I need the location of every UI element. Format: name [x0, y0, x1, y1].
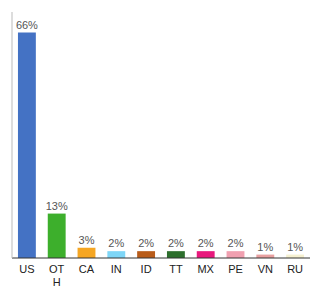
bar: [78, 248, 96, 258]
data-label: 2%: [138, 237, 154, 249]
data-label: 2%: [228, 237, 244, 249]
bar: [137, 251, 155, 258]
bar: [167, 251, 185, 258]
x-tick-label: PE: [228, 263, 243, 275]
x-axis-line: [12, 258, 310, 259]
bar: [197, 251, 215, 258]
x-tick-label: CA: [79, 263, 95, 275]
bar: [256, 255, 274, 258]
x-tick-label: RU: [287, 263, 303, 275]
x-tick-label: IN: [111, 263, 122, 275]
data-label: 1%: [287, 241, 303, 253]
bar: [48, 214, 66, 258]
data-label: 1%: [257, 241, 273, 253]
data-label: 66%: [16, 19, 38, 31]
y-axis-line: [12, 12, 13, 258]
data-label: 2%: [168, 237, 184, 249]
x-tick-label: TT: [169, 263, 183, 275]
x-tick-label: MX: [197, 263, 214, 275]
bar: [286, 255, 304, 258]
bar: [18, 33, 36, 259]
bar: [227, 251, 245, 258]
chart: 66% 13% 3% 2% 2% 2% 2% 2% 1% 1% US OTH CA IN ID TT MX PE V…: [0, 0, 320, 300]
bar: [107, 251, 125, 258]
bars: [18, 33, 304, 259]
x-tick-label: VN: [258, 263, 273, 275]
data-label: 2%: [198, 237, 214, 249]
data-label: 2%: [108, 237, 124, 249]
data-label: 13%: [46, 200, 68, 212]
x-tick-label: ID: [141, 263, 152, 275]
x-tick-label: US: [19, 263, 34, 275]
data-label: 3%: [79, 234, 95, 246]
chart-container: 66% 13% 3% 2% 2% 2% 2% 2% 1% 1% US OTH CA IN ID TT MX PE V…: [0, 0, 320, 300]
x-tick-label: OTH: [49, 263, 65, 288]
